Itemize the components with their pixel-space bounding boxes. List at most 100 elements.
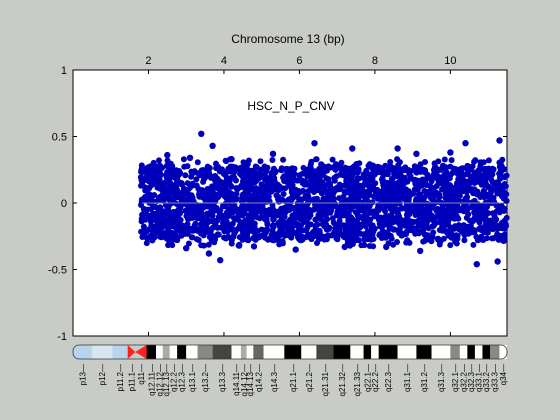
data-point xyxy=(190,182,197,189)
data-point xyxy=(360,171,367,178)
data-point xyxy=(405,227,412,234)
data-point xyxy=(282,185,289,192)
data-point xyxy=(424,171,431,178)
chromosome-band xyxy=(316,345,334,359)
chromosome-band xyxy=(212,345,232,359)
data-point xyxy=(440,162,446,169)
chromosome-band xyxy=(91,345,113,359)
data-point xyxy=(259,200,266,207)
data-point xyxy=(238,182,245,189)
data-point xyxy=(304,224,311,231)
data-point xyxy=(297,236,304,243)
data-point xyxy=(349,191,356,198)
data-point xyxy=(149,211,156,217)
data-point xyxy=(269,150,277,157)
data-point xyxy=(482,222,489,229)
data-point xyxy=(390,215,396,222)
data-point xyxy=(287,183,293,190)
data-point xyxy=(315,206,322,213)
data-point xyxy=(331,177,338,184)
data-point xyxy=(502,183,509,190)
data-point xyxy=(483,204,490,211)
data-point xyxy=(389,177,395,184)
data-point xyxy=(281,173,288,180)
data-point xyxy=(453,213,460,220)
data-point xyxy=(271,186,278,193)
chromosome-band xyxy=(467,345,475,359)
band-label: q11— xyxy=(137,364,146,385)
data-point xyxy=(356,237,362,244)
data-point xyxy=(220,170,227,177)
data-point xyxy=(273,236,279,243)
data-point xyxy=(454,203,461,210)
data-point xyxy=(166,217,173,224)
chromosome-band xyxy=(482,345,491,359)
data-point xyxy=(179,181,185,188)
data-point xyxy=(469,199,476,206)
data-point xyxy=(204,212,211,219)
data-point xyxy=(270,231,277,238)
data-point xyxy=(167,187,174,194)
data-point xyxy=(232,216,239,223)
x-tick-label: 6 xyxy=(296,55,302,67)
data-point xyxy=(263,227,270,234)
data-point xyxy=(499,225,506,232)
data-point xyxy=(284,202,291,209)
data-point xyxy=(349,145,356,152)
data-point xyxy=(264,196,270,203)
data-point xyxy=(292,188,299,195)
data-point xyxy=(219,186,226,193)
data-point xyxy=(168,182,175,189)
data-point xyxy=(494,258,501,265)
band-label: q21.33— xyxy=(353,364,362,396)
data-point xyxy=(227,168,234,175)
data-point xyxy=(206,197,213,204)
data-point xyxy=(162,234,169,241)
data-point xyxy=(184,180,191,187)
data-point xyxy=(446,214,453,221)
data-point xyxy=(154,184,161,191)
data-point xyxy=(312,222,319,229)
data-point xyxy=(295,203,302,210)
data-point xyxy=(343,175,350,182)
data-point xyxy=(214,184,221,191)
data-point xyxy=(240,159,247,166)
y-tick-label: 1 xyxy=(61,65,67,77)
data-point xyxy=(304,210,310,217)
data-point xyxy=(190,225,197,231)
data-point xyxy=(174,176,181,183)
data-point xyxy=(228,240,235,247)
data-point xyxy=(345,185,352,192)
data-point xyxy=(344,197,351,204)
data-point xyxy=(395,215,402,222)
data-point xyxy=(333,231,340,238)
data-point xyxy=(394,156,401,163)
data-point xyxy=(141,175,148,183)
data-point xyxy=(423,200,430,207)
data-point xyxy=(251,220,258,227)
data-point xyxy=(488,176,495,183)
data-point xyxy=(411,163,418,170)
data-point xyxy=(241,164,248,171)
data-point xyxy=(500,237,507,244)
data-point xyxy=(365,162,372,169)
data-point xyxy=(463,226,470,233)
data-point xyxy=(501,174,508,181)
data-point xyxy=(481,182,488,189)
data-point xyxy=(481,189,488,196)
data-point xyxy=(248,186,255,192)
data-point xyxy=(498,220,505,227)
data-point xyxy=(400,195,407,202)
data-point xyxy=(446,208,452,215)
data-point xyxy=(225,205,232,212)
data-point xyxy=(312,187,319,194)
data-point xyxy=(447,187,454,194)
data-point xyxy=(189,234,196,241)
data-point xyxy=(454,170,461,176)
data-point xyxy=(209,224,216,231)
data-point xyxy=(363,212,370,219)
data-point xyxy=(252,175,259,182)
data-point xyxy=(308,158,315,165)
data-point xyxy=(447,242,454,249)
